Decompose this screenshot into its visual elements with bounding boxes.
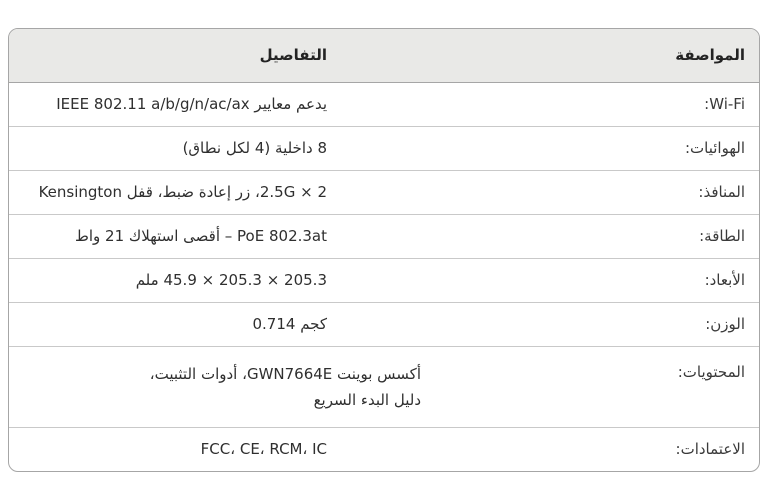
row-label: Wi-Fi:: [435, 83, 759, 127]
row-value: PoE 802.3at – أقصى استهلاك 21 واط: [9, 215, 435, 259]
row-label: الهوائيات:: [435, 127, 759, 171]
row-label: الطاقة:: [435, 215, 759, 259]
table-row-certifications: الاعتمادات: FCC، CE، RCM، IC: [9, 428, 759, 471]
table-header-row: المواصفة التفاصيل: [9, 29, 759, 83]
column-header-details: التفاصيل: [9, 29, 435, 83]
row-value: 8 داخلية (4 لكل نطاق): [9, 127, 435, 171]
table-row-dimensions: الأبعاد: 205.3 × 205.3 × 45.9 ملم: [9, 259, 759, 303]
row-label: المحتويات:: [435, 347, 759, 428]
row-label: المنافذ:: [435, 171, 759, 215]
row-value: يدعم معايير IEEE 802.11 a/b/g/n/ac/ax: [9, 83, 435, 127]
spec-table: المواصفة التفاصيل Wi-Fi: يدعم معايير IEE…: [8, 28, 760, 472]
row-value: أكسس بوينت GWN7664E، أدوات التثبيت، دليل…: [9, 347, 435, 428]
row-label: الوزن:: [435, 303, 759, 347]
table-row-antennas: الهوائيات: 8 داخلية (4 لكل نطاق): [9, 127, 759, 171]
row-label: الاعتمادات:: [675, 440, 745, 458]
row-value: 2 × 2.5G، زر إعادة ضبط، قفل Kensington: [9, 171, 435, 215]
table-row-weight: الوزن: 0.714 كجم: [9, 303, 759, 347]
row-value: 205.3 × 205.3 × 45.9 ملم: [9, 259, 435, 303]
row-label: الأبعاد:: [435, 259, 759, 303]
column-header-specification: المواصفة: [435, 29, 759, 83]
table-row-wifi: Wi-Fi: يدعم معايير IEEE 802.11 a/b/g/n/a…: [9, 83, 759, 127]
table-row-ports: المنافذ: 2 × 2.5G، زر إعادة ضبط، قفل Ken…: [9, 171, 759, 215]
table-row-power: الطاقة: PoE 802.3at – أقصى استهلاك 21 وا…: [9, 215, 759, 259]
row-value: FCC، CE، RCM، IC: [200, 440, 327, 458]
table-row-contents: المحتويات: أكسس بوينت GWN7664E، أدوات ال…: [9, 347, 759, 428]
row-value: 0.714 كجم: [9, 303, 435, 347]
